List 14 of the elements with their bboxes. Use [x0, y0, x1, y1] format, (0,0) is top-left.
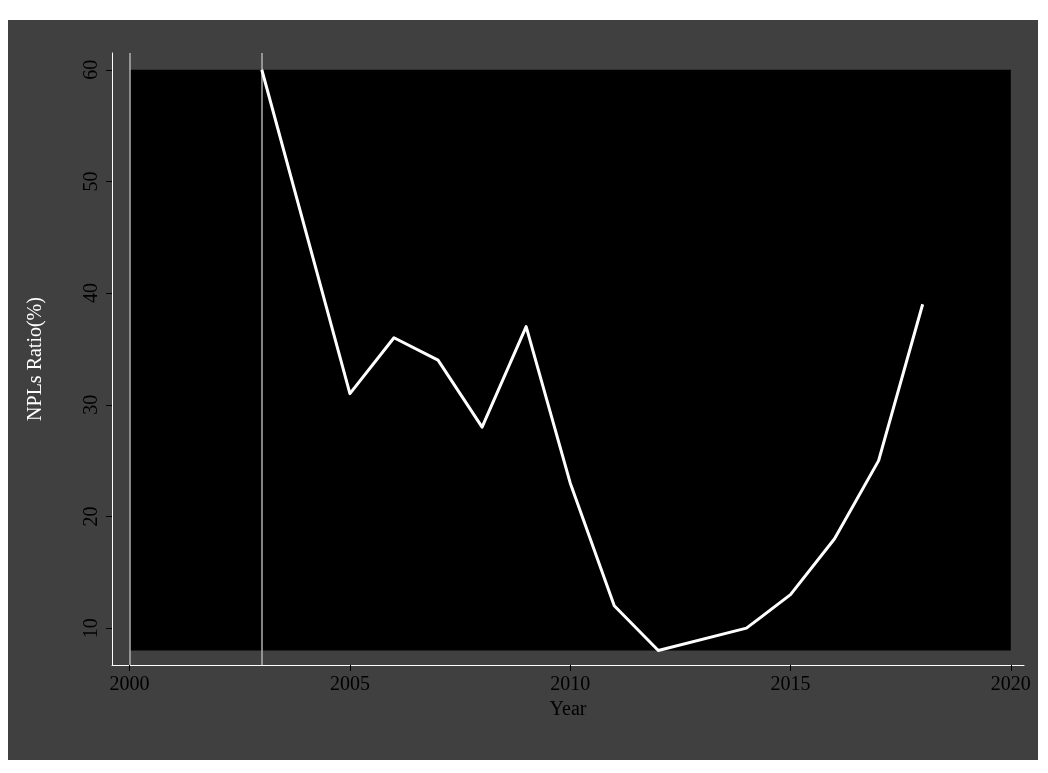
x-tick-label: 2020: [990, 672, 1031, 694]
y-tick-label: 30: [79, 394, 101, 415]
y-tick-label: 40: [79, 283, 101, 304]
x-tick-label: 2015: [770, 672, 811, 694]
y-axis-title: NPLs Ratio(%): [23, 297, 46, 421]
x-tick-label: 2010: [550, 672, 591, 694]
x-tick-label: 2005: [329, 672, 370, 694]
x-tick-label: 2000: [109, 672, 150, 694]
y-tick-label: 20: [79, 506, 101, 527]
x-axis-title: Year: [549, 696, 587, 719]
y-tick-label: 10: [79, 618, 101, 639]
y-tick-label: 60: [79, 59, 101, 80]
y-tick-label: 50: [79, 171, 101, 192]
line-series: [260, 68, 925, 652]
